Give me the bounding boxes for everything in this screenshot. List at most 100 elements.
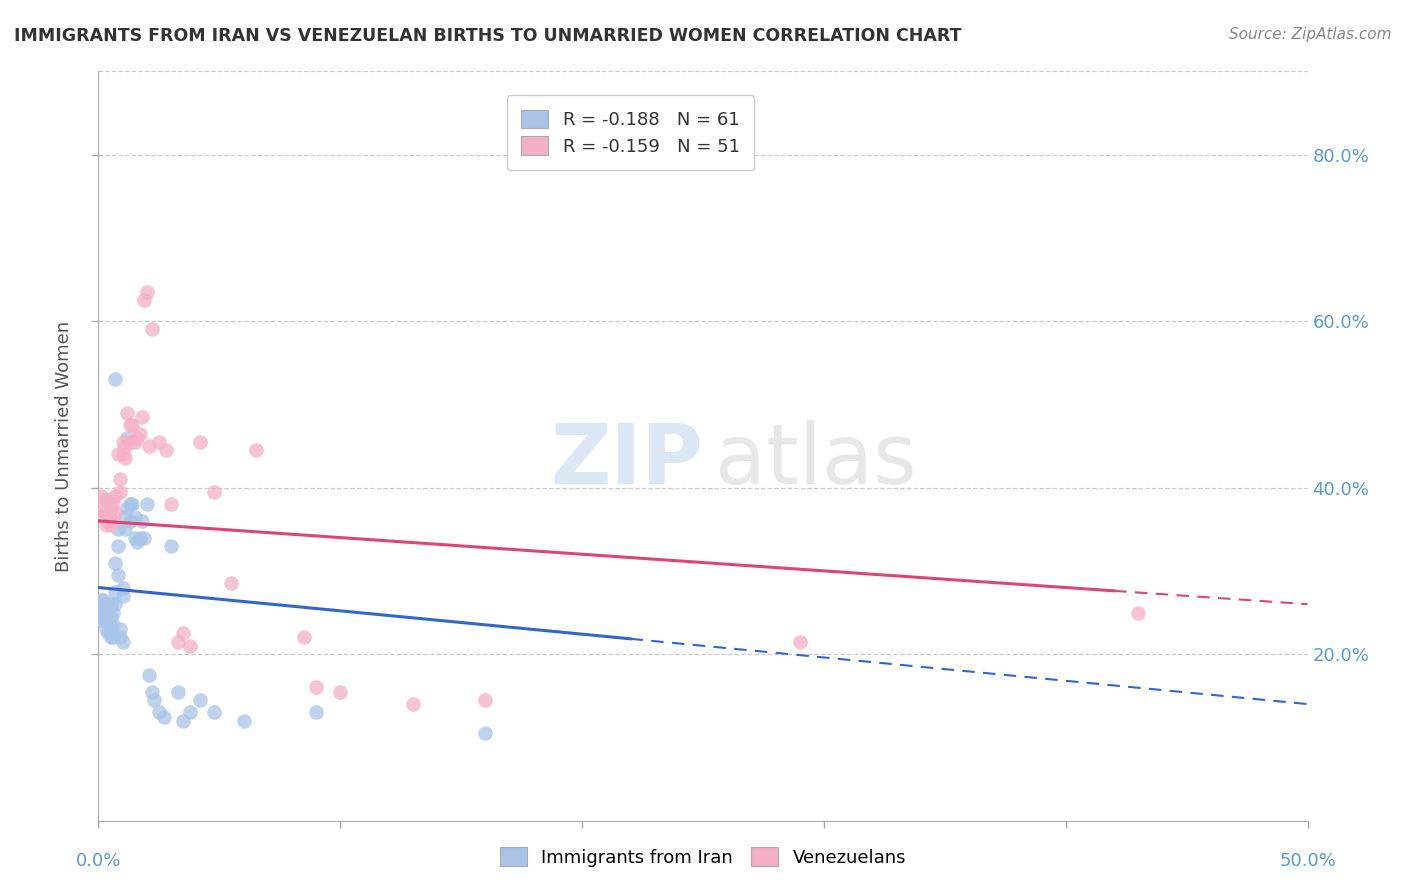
Point bbox=[114, 509, 136, 524]
Point bbox=[90, 506, 112, 520]
Point bbox=[91, 593, 114, 607]
Point bbox=[131, 514, 153, 528]
Point bbox=[100, 597, 122, 611]
Point bbox=[108, 484, 131, 499]
Point bbox=[134, 531, 156, 545]
Point bbox=[104, 584, 127, 599]
Point bbox=[124, 509, 146, 524]
Point bbox=[91, 614, 114, 628]
Point bbox=[97, 493, 120, 508]
Point bbox=[108, 622, 131, 636]
Point bbox=[127, 431, 149, 445]
Point bbox=[100, 501, 122, 516]
Point bbox=[111, 434, 134, 449]
Point bbox=[141, 684, 163, 698]
Point bbox=[124, 531, 146, 545]
Point bbox=[128, 426, 150, 441]
Point bbox=[118, 497, 141, 511]
Point bbox=[97, 626, 120, 640]
Point bbox=[104, 372, 127, 386]
Legend: R = -0.188   N = 61, R = -0.159   N = 51: R = -0.188 N = 61, R = -0.159 N = 51 bbox=[506, 95, 754, 170]
Point bbox=[104, 556, 127, 570]
Point bbox=[134, 293, 156, 308]
Point bbox=[152, 709, 174, 723]
Point bbox=[114, 522, 136, 536]
Point bbox=[292, 631, 315, 645]
Point bbox=[305, 681, 328, 695]
Text: atlas: atlas bbox=[716, 420, 917, 501]
Point bbox=[111, 447, 134, 461]
Point bbox=[179, 639, 201, 653]
Point bbox=[160, 539, 183, 553]
Point bbox=[97, 614, 120, 628]
Y-axis label: Births to Unmarried Women: Births to Unmarried Women bbox=[55, 320, 73, 572]
Point bbox=[121, 418, 143, 433]
Point bbox=[204, 706, 226, 720]
Point bbox=[104, 597, 127, 611]
Point bbox=[104, 489, 127, 503]
Point bbox=[221, 576, 243, 591]
Point bbox=[179, 706, 201, 720]
Point bbox=[97, 606, 120, 620]
Point bbox=[111, 589, 134, 603]
Point bbox=[188, 434, 211, 449]
Point bbox=[127, 534, 149, 549]
Point bbox=[172, 714, 194, 728]
Point bbox=[474, 726, 496, 740]
Point bbox=[789, 634, 811, 648]
Text: IMMIGRANTS FROM IRAN VS VENEZUELAN BIRTHS TO UNMARRIED WOMEN CORRELATION CHART: IMMIGRANTS FROM IRAN VS VENEZUELAN BIRTH… bbox=[14, 27, 962, 45]
Point bbox=[101, 618, 124, 632]
Text: 0.0%: 0.0% bbox=[76, 852, 121, 871]
Point bbox=[111, 581, 134, 595]
Point bbox=[135, 497, 157, 511]
Point bbox=[245, 443, 267, 458]
Point bbox=[107, 522, 129, 536]
Point bbox=[94, 622, 117, 636]
Text: Source: ZipAtlas.com: Source: ZipAtlas.com bbox=[1229, 27, 1392, 42]
Point bbox=[94, 597, 117, 611]
Point bbox=[94, 518, 117, 533]
Point bbox=[204, 484, 226, 499]
Point bbox=[90, 601, 112, 615]
Point bbox=[107, 568, 129, 582]
Point bbox=[118, 514, 141, 528]
Point bbox=[90, 489, 112, 503]
Point bbox=[90, 593, 112, 607]
Point bbox=[167, 634, 190, 648]
Point bbox=[131, 409, 153, 424]
Point bbox=[141, 322, 163, 336]
Point bbox=[104, 506, 127, 520]
Point bbox=[100, 622, 122, 636]
Point bbox=[121, 497, 143, 511]
Point bbox=[155, 443, 177, 458]
Point bbox=[474, 693, 496, 707]
Point bbox=[97, 597, 120, 611]
Point bbox=[160, 497, 183, 511]
Point bbox=[188, 693, 211, 707]
Legend: Immigrants from Iran, Venezuelans: Immigrants from Iran, Venezuelans bbox=[492, 840, 914, 874]
Point bbox=[91, 601, 114, 615]
Point bbox=[108, 472, 131, 486]
Point bbox=[111, 634, 134, 648]
Point bbox=[101, 497, 124, 511]
Point bbox=[143, 693, 166, 707]
Point bbox=[305, 706, 328, 720]
Point bbox=[114, 451, 136, 466]
Point bbox=[91, 509, 114, 524]
Point bbox=[124, 434, 146, 449]
Point bbox=[94, 614, 117, 628]
Point bbox=[329, 684, 352, 698]
Point bbox=[118, 418, 141, 433]
Point bbox=[108, 631, 131, 645]
Point bbox=[232, 714, 254, 728]
Point bbox=[138, 439, 160, 453]
Point bbox=[138, 668, 160, 682]
Point bbox=[94, 493, 117, 508]
Text: ZIP: ZIP bbox=[551, 420, 703, 501]
Point bbox=[114, 439, 136, 453]
Point bbox=[118, 434, 141, 449]
Point bbox=[1128, 606, 1150, 620]
Point bbox=[148, 706, 170, 720]
Point bbox=[100, 631, 122, 645]
Point bbox=[91, 493, 114, 508]
